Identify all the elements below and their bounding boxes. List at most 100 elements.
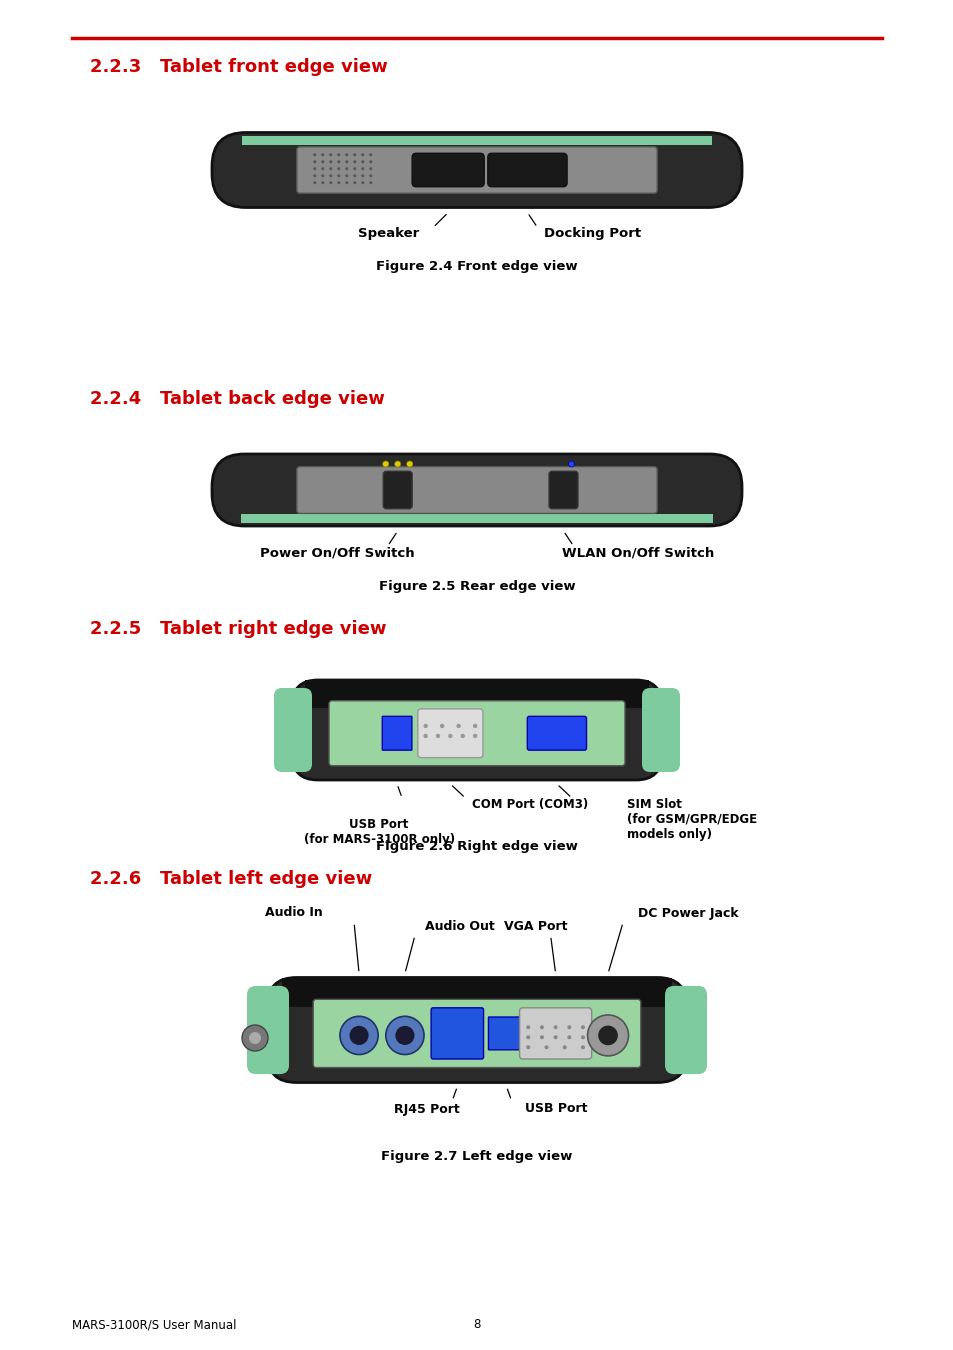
Circle shape bbox=[369, 181, 372, 184]
Circle shape bbox=[339, 1017, 377, 1054]
FancyBboxPatch shape bbox=[431, 1008, 483, 1058]
Circle shape bbox=[329, 181, 332, 184]
Circle shape bbox=[369, 167, 372, 170]
Circle shape bbox=[345, 167, 348, 170]
FancyBboxPatch shape bbox=[296, 467, 657, 513]
Circle shape bbox=[345, 154, 348, 157]
Circle shape bbox=[349, 1026, 368, 1045]
Circle shape bbox=[353, 174, 355, 177]
Text: MARS-3100R/S User Manual: MARS-3100R/S User Manual bbox=[71, 1318, 236, 1331]
Circle shape bbox=[353, 161, 355, 163]
Circle shape bbox=[369, 154, 372, 157]
FancyBboxPatch shape bbox=[267, 977, 686, 1083]
Circle shape bbox=[242, 1025, 268, 1052]
Circle shape bbox=[567, 1035, 571, 1040]
Bar bbox=[305, 680, 648, 707]
Text: 2.2.6   Tablet left edge view: 2.2.6 Tablet left edge view bbox=[90, 869, 372, 888]
FancyBboxPatch shape bbox=[488, 1017, 524, 1050]
Circle shape bbox=[526, 1025, 530, 1029]
Bar bbox=[241, 514, 712, 522]
Circle shape bbox=[313, 154, 316, 157]
Circle shape bbox=[423, 724, 427, 728]
Circle shape bbox=[567, 1025, 571, 1029]
Circle shape bbox=[448, 734, 452, 738]
FancyBboxPatch shape bbox=[641, 688, 679, 772]
Circle shape bbox=[337, 181, 340, 184]
Circle shape bbox=[406, 460, 413, 467]
Text: Docking Port: Docking Port bbox=[543, 228, 640, 240]
Text: Figure 2.4 Front edge view: Figure 2.4 Front edge view bbox=[375, 261, 578, 273]
Circle shape bbox=[353, 167, 355, 170]
Circle shape bbox=[544, 1045, 548, 1049]
FancyBboxPatch shape bbox=[412, 154, 484, 186]
Circle shape bbox=[329, 161, 332, 163]
Text: RJ45 Port: RJ45 Port bbox=[394, 1103, 459, 1115]
FancyBboxPatch shape bbox=[487, 154, 566, 186]
Text: 2.2.5   Tablet right edge view: 2.2.5 Tablet right edge view bbox=[90, 620, 386, 639]
FancyBboxPatch shape bbox=[549, 471, 578, 509]
Circle shape bbox=[526, 1035, 530, 1040]
Text: Figure 2.5 Rear edge view: Figure 2.5 Rear edge view bbox=[378, 580, 575, 593]
Circle shape bbox=[580, 1035, 584, 1040]
Circle shape bbox=[369, 161, 372, 163]
Circle shape bbox=[361, 167, 364, 170]
Text: COM Port (COM3): COM Port (COM3) bbox=[472, 798, 588, 811]
Circle shape bbox=[473, 734, 476, 738]
Circle shape bbox=[580, 1025, 584, 1029]
Text: Figure 2.6 Right edge view: Figure 2.6 Right edge view bbox=[375, 840, 578, 853]
FancyBboxPatch shape bbox=[664, 986, 706, 1075]
Circle shape bbox=[321, 161, 324, 163]
Circle shape bbox=[473, 724, 476, 728]
Circle shape bbox=[337, 161, 340, 163]
Text: Audio In: Audio In bbox=[265, 906, 323, 919]
Circle shape bbox=[395, 1026, 414, 1045]
Text: 8: 8 bbox=[473, 1318, 480, 1331]
FancyBboxPatch shape bbox=[417, 709, 482, 757]
Circle shape bbox=[345, 181, 348, 184]
Text: USB Port: USB Port bbox=[525, 1103, 587, 1115]
Text: Figure 2.7 Left edge view: Figure 2.7 Left edge view bbox=[381, 1150, 572, 1162]
Circle shape bbox=[321, 174, 324, 177]
FancyBboxPatch shape bbox=[382, 717, 412, 751]
Circle shape bbox=[436, 734, 439, 738]
Bar bbox=[242, 135, 711, 144]
FancyBboxPatch shape bbox=[274, 688, 312, 772]
Text: VGA Port: VGA Port bbox=[503, 921, 567, 933]
Circle shape bbox=[337, 154, 340, 157]
FancyBboxPatch shape bbox=[519, 1008, 591, 1058]
Circle shape bbox=[369, 174, 372, 177]
Circle shape bbox=[337, 174, 340, 177]
Circle shape bbox=[249, 1031, 261, 1044]
Circle shape bbox=[329, 174, 332, 177]
FancyBboxPatch shape bbox=[212, 454, 741, 526]
Circle shape bbox=[329, 167, 332, 170]
Circle shape bbox=[321, 154, 324, 157]
FancyBboxPatch shape bbox=[527, 717, 586, 751]
FancyBboxPatch shape bbox=[329, 701, 624, 765]
Text: WLAN On/Off Switch: WLAN On/Off Switch bbox=[561, 545, 714, 559]
Circle shape bbox=[423, 734, 427, 738]
Circle shape bbox=[361, 154, 364, 157]
Circle shape bbox=[329, 154, 332, 157]
Bar bbox=[281, 977, 672, 1007]
Circle shape bbox=[460, 734, 464, 738]
FancyBboxPatch shape bbox=[296, 147, 657, 193]
Circle shape bbox=[345, 161, 348, 163]
Circle shape bbox=[321, 181, 324, 184]
FancyBboxPatch shape bbox=[383, 471, 412, 509]
FancyBboxPatch shape bbox=[292, 680, 661, 780]
Text: SIM Slot
(for GSM/GPR/EDGE
models only): SIM Slot (for GSM/GPR/EDGE models only) bbox=[626, 798, 757, 841]
Text: DC Power Jack: DC Power Jack bbox=[637, 906, 738, 919]
Text: 2.2.4   Tablet back edge view: 2.2.4 Tablet back edge view bbox=[90, 390, 384, 408]
Circle shape bbox=[439, 724, 444, 728]
Text: USB Port
(for MARS-3100R only): USB Port (for MARS-3100R only) bbox=[303, 818, 455, 846]
Circle shape bbox=[539, 1025, 543, 1029]
Circle shape bbox=[382, 460, 388, 467]
Circle shape bbox=[313, 174, 316, 177]
FancyBboxPatch shape bbox=[212, 132, 741, 208]
Circle shape bbox=[345, 174, 348, 177]
Circle shape bbox=[553, 1035, 558, 1040]
Text: 2.2.3   Tablet front edge view: 2.2.3 Tablet front edge view bbox=[90, 58, 387, 76]
Circle shape bbox=[361, 181, 364, 184]
Circle shape bbox=[568, 460, 574, 467]
